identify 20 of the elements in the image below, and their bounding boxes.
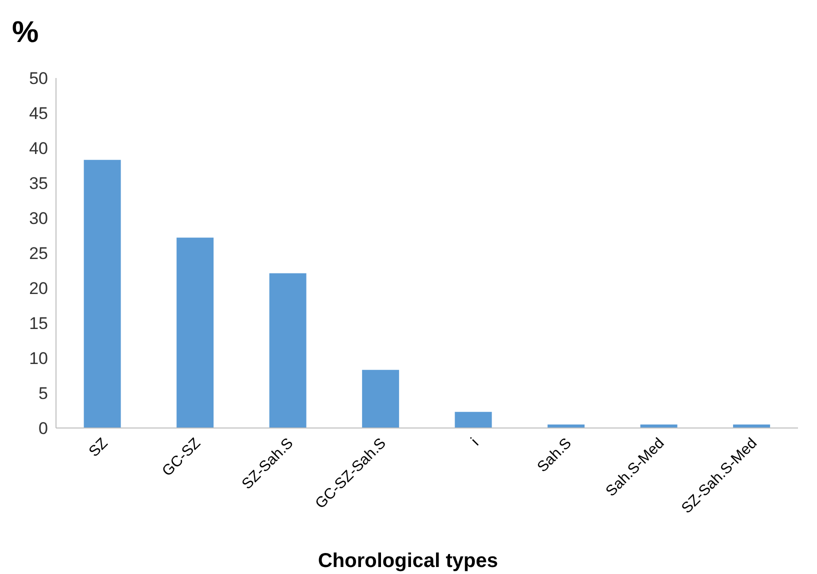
bar [84, 160, 121, 428]
y-tick-label: 10 [29, 349, 48, 368]
y-tick-label: 35 [29, 174, 48, 194]
y-tick-label: 25 [29, 244, 48, 264]
x-tick-label: i [468, 434, 482, 450]
y-tick-label: 40 [29, 139, 48, 158]
y-tick-label: 15 [29, 314, 48, 334]
y-tick-label: 0 [38, 419, 48, 438]
x-tick-label: SZ [86, 434, 112, 460]
y-tick-label: 5 [38, 384, 48, 404]
y-tick-label: 50 [29, 69, 48, 88]
bar [362, 370, 400, 428]
y-tick-label: 45 [29, 104, 48, 124]
y-axis-title: % [12, 16, 39, 50]
bar [269, 273, 306, 428]
y-tick-label: 30 [29, 209, 48, 228]
bar [176, 238, 214, 428]
bar [454, 412, 492, 428]
x-axis-title: Chorological types [316, 550, 500, 573]
y-tick-label: 20 [29, 279, 48, 298]
